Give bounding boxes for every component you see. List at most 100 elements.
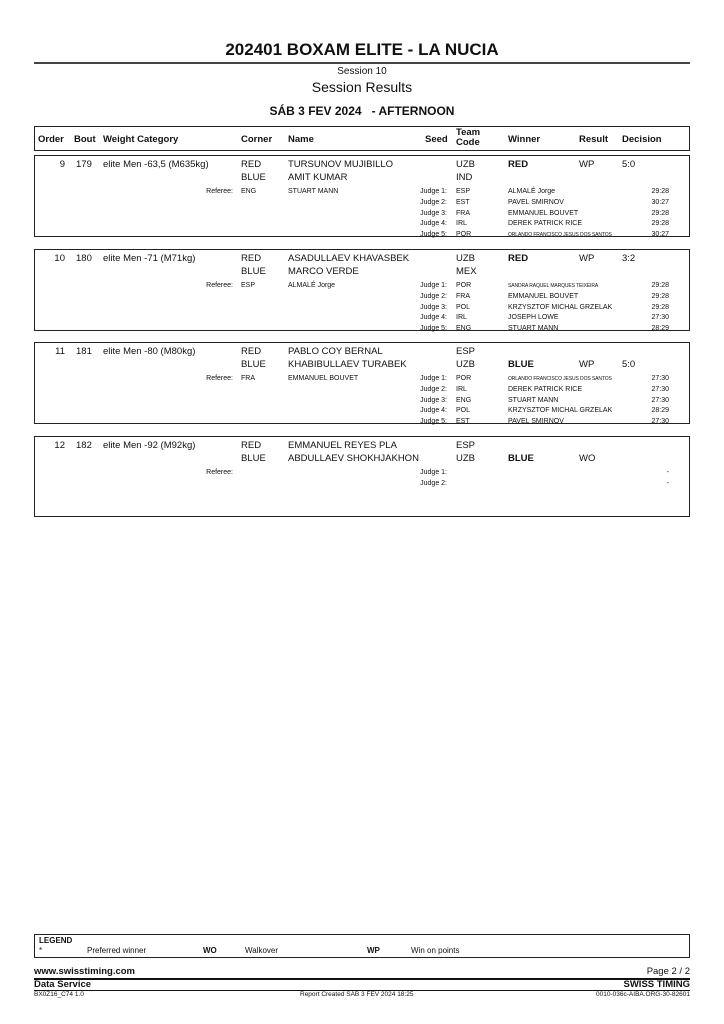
judge-score: - bbox=[666, 479, 669, 487]
col-result: Result bbox=[579, 134, 609, 145]
corner-blue: BLUE bbox=[241, 359, 266, 370]
legend-code: WO bbox=[203, 946, 217, 955]
team-code-blue: UZB bbox=[456, 359, 475, 370]
corner-blue: BLUE bbox=[241, 266, 266, 277]
judge-country: POR bbox=[456, 231, 472, 239]
data-service: Data Service bbox=[34, 979, 92, 990]
judge-name: DEREK PATRICK RICE bbox=[508, 385, 583, 393]
judge-country: POL bbox=[456, 407, 471, 415]
judge-name: KRZYSZTOF MICHAL GRZELAK bbox=[508, 303, 613, 311]
judge-label: Judge 5: bbox=[420, 231, 447, 239]
referee-country: FRA bbox=[241, 375, 255, 382]
judge-label: Judge 1: bbox=[420, 282, 447, 289]
result: WP bbox=[579, 253, 595, 264]
judge-country: ESP bbox=[456, 188, 471, 195]
footer-rule bbox=[34, 990, 690, 991]
judge-label: Judge 1: bbox=[420, 469, 447, 476]
judge-name: EMMANUEL BOUVET bbox=[508, 292, 579, 300]
col-team-code: Team Code bbox=[456, 127, 481, 148]
page-number: Page 2 / 2 bbox=[646, 966, 690, 977]
boxer-name-blue: KHABIBULLAEV TURABEK bbox=[288, 359, 407, 370]
col-corner: Corner bbox=[241, 134, 273, 145]
col-seed: Seed bbox=[425, 134, 448, 145]
judge-label: Judge 2: bbox=[420, 479, 447, 487]
judge-label: Judge 3: bbox=[420, 396, 447, 404]
bout-order: 9 bbox=[59, 159, 65, 170]
legend-title: LEGEND bbox=[39, 936, 73, 945]
decision: 3:2 bbox=[622, 253, 636, 264]
judge-score: 27:30 bbox=[651, 418, 669, 426]
col-weight: Weight Category bbox=[103, 134, 179, 145]
document-id: 0010-036c-AIBA.ORG-30-82601 bbox=[596, 991, 690, 998]
boxer-name-blue: MARCO VERDE bbox=[288, 266, 359, 277]
judge-country: EST bbox=[456, 418, 470, 426]
judge-score: 27:30 bbox=[651, 396, 669, 404]
judge-label: Judge 2: bbox=[420, 292, 447, 300]
judge-label: Judge 1: bbox=[420, 188, 447, 195]
bout-row: 10 180 elite Men -71 (M71kg) RED ASADULLAEV … bbox=[34, 249, 690, 332]
judge-score: 29:28 bbox=[651, 282, 669, 289]
team-code-red: UZB bbox=[456, 253, 475, 264]
bout-number: 181 bbox=[76, 346, 92, 357]
judge-score: 29:28 bbox=[651, 220, 669, 228]
corner-red: RED bbox=[241, 159, 262, 170]
col-bout: Bout bbox=[74, 134, 96, 145]
judge-label: Judge 4: bbox=[420, 314, 447, 322]
judge-score: 30:27 bbox=[651, 198, 669, 206]
judge-label: Judge 3: bbox=[420, 303, 447, 311]
winner: RED bbox=[508, 253, 529, 264]
judge-label: Judge 4: bbox=[420, 220, 447, 228]
winner: RED bbox=[508, 159, 529, 170]
col-decision: Decision bbox=[622, 134, 662, 145]
weight-category: elite Men -71 (M71kg) bbox=[103, 253, 196, 264]
referee-name: ALMALÉ Jorge bbox=[288, 282, 336, 289]
boxer-name-red: ASADULLAEV KHAVASBEK bbox=[288, 253, 410, 264]
team-code-red: UZB bbox=[456, 159, 475, 170]
period: - AFTERNOON bbox=[371, 104, 455, 118]
weight-category: elite Men -92 (M92kg) bbox=[103, 440, 196, 451]
bout-row: 12 182 elite Men -92 (M92kg) RED EMMANUEL RE… bbox=[34, 436, 690, 517]
judge-name: JOSEPH LOWE bbox=[508, 314, 559, 322]
boxer-name-blue: AMIT KUMAR bbox=[288, 172, 348, 183]
judge-label: Judge 2: bbox=[420, 198, 447, 206]
referee-name: EMMANUEL BOUVET bbox=[288, 375, 359, 382]
judge-score: 29:28 bbox=[651, 188, 669, 195]
table-header: Order Bout Weight Category Corner Name S… bbox=[34, 126, 690, 151]
team-code-blue: IND bbox=[456, 172, 473, 183]
judge-country: FRA bbox=[456, 209, 470, 217]
judge-label: Judge 5: bbox=[420, 418, 447, 426]
judge-label: Judge 4: bbox=[420, 407, 447, 415]
legend: LEGEND * Preferred winner WO Walkover WP… bbox=[34, 934, 690, 958]
legend-text: Win on points bbox=[411, 946, 460, 955]
winner: BLUE bbox=[508, 453, 534, 464]
result: WP bbox=[579, 159, 595, 170]
title-rule bbox=[34, 62, 690, 64]
bout-order: 10 bbox=[54, 253, 65, 264]
boxer-name-red: TURSUNOV MUJIBILLO bbox=[288, 159, 394, 170]
team-code-blue: UZB bbox=[456, 453, 475, 464]
col-name: Name bbox=[288, 134, 314, 145]
referee-label: Referee: bbox=[206, 282, 233, 289]
weight-category: elite Men -63,5 (M635kg) bbox=[103, 159, 209, 170]
referee-label: Referee: bbox=[206, 469, 233, 476]
referee-country: ENG bbox=[241, 188, 257, 195]
bout-number: 182 bbox=[76, 440, 92, 451]
team-code-blue: MEX bbox=[456, 266, 477, 277]
event-title: 202401 BOXAM ELITE - LA NUCIA bbox=[225, 40, 499, 59]
judge-name: ALMALÉ Jorge bbox=[508, 188, 556, 195]
report-code: BX0Z16_C74 1.0 bbox=[34, 991, 84, 998]
legend-code: * bbox=[39, 946, 43, 955]
result: WP bbox=[579, 359, 595, 370]
judge-country: IRL bbox=[456, 314, 467, 322]
judge-score: 27:30 bbox=[651, 314, 669, 322]
bout-row: 9 179 elite Men -63,5 (M635kg) RED TURSUNOV … bbox=[34, 155, 690, 239]
winner: BLUE bbox=[508, 359, 534, 370]
report-name: Session Results bbox=[311, 79, 413, 95]
boxer-name-blue: ABDULLAEV SHOKHJAKHON bbox=[288, 453, 419, 464]
footer-rule bbox=[34, 978, 690, 980]
report-created: Report Created SÁB 3 FEV 2024 18:25 bbox=[300, 991, 414, 998]
boxer-name-red: EMMANUEL REYES PLA bbox=[288, 440, 397, 451]
website-link[interactable]: www.swisstiming.com bbox=[34, 966, 136, 977]
corner-blue: BLUE bbox=[241, 172, 266, 183]
judge-name: PAVEL SMIRNOV bbox=[508, 198, 564, 206]
